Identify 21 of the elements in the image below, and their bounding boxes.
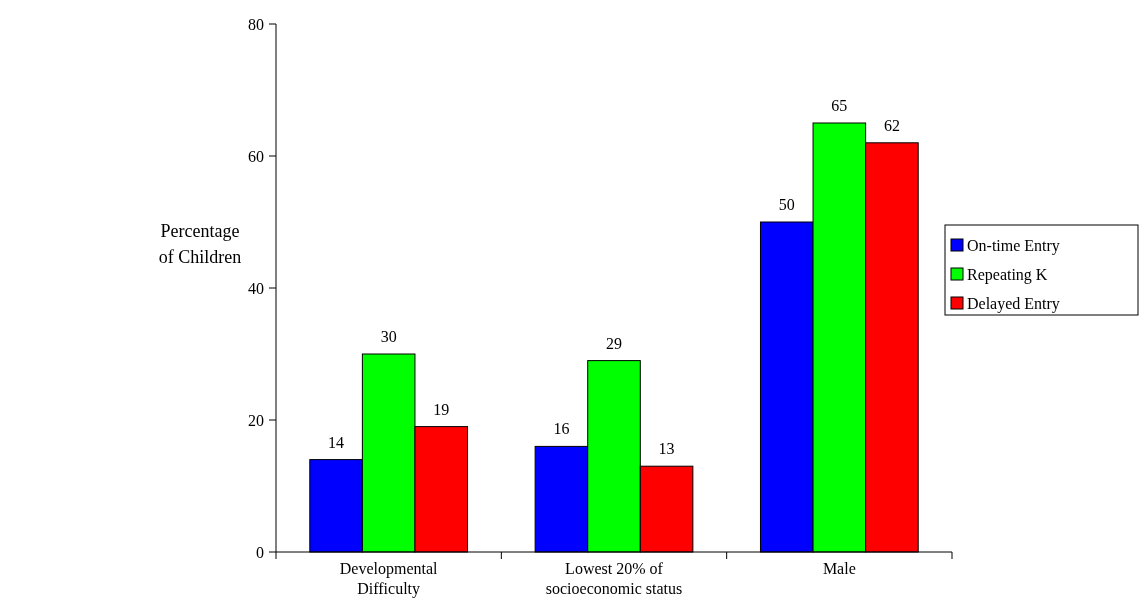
data-label: 16 bbox=[553, 420, 570, 438]
legend-label: On-time Entry bbox=[967, 236, 1060, 255]
x-tick-label: Male bbox=[822, 560, 856, 577]
data-label: 14 bbox=[328, 433, 345, 451]
x-tick-label: Lowest 20% of socioeconomic status bbox=[545, 560, 683, 597]
data-label: 50 bbox=[778, 196, 795, 213]
x-tick-label: Developmental Difficulty bbox=[339, 560, 439, 598]
legend-label: Delayed Entry bbox=[967, 294, 1060, 313]
y-tick-label: 40 bbox=[248, 279, 264, 297]
y-tick-label: 80 bbox=[248, 15, 264, 33]
data-label: 62 bbox=[883, 116, 900, 134]
data-label: 30 bbox=[380, 328, 397, 345]
legend-label: Repeating K bbox=[967, 265, 1048, 284]
y-tick-label: 20 bbox=[248, 411, 264, 429]
data-label: 13 bbox=[658, 440, 675, 458]
y-tick-label: 0 bbox=[256, 543, 264, 561]
data-label: 65 bbox=[831, 97, 848, 114]
y-tick-label: 60 bbox=[248, 147, 264, 165]
data-label: 29 bbox=[606, 334, 622, 352]
data-label: 19 bbox=[433, 400, 450, 418]
y-axis-title: Percentage of Children bbox=[158, 221, 242, 267]
